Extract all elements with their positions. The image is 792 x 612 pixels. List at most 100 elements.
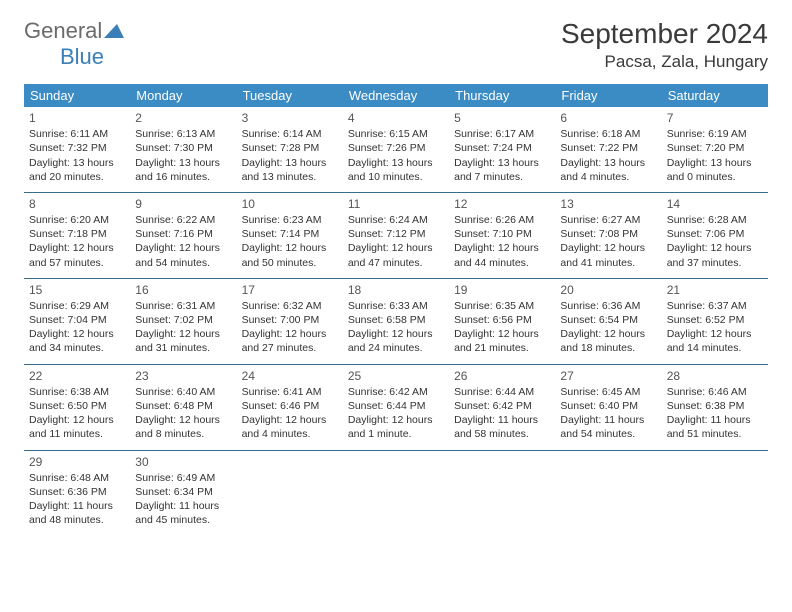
- calendar-body: 1Sunrise: 6:11 AMSunset: 7:32 PMDaylight…: [24, 107, 768, 535]
- sunrise-line: Sunrise: 6:37 AM: [667, 299, 763, 313]
- daylight-line: Daylight: 12 hours and 31 minutes.: [135, 327, 231, 355]
- calendar-row: 8Sunrise: 6:20 AMSunset: 7:18 PMDaylight…: [24, 192, 768, 278]
- day-number: 7: [667, 110, 763, 126]
- calendar-cell: 3Sunrise: 6:14 AMSunset: 7:28 PMDaylight…: [237, 107, 343, 192]
- sunrise-line: Sunrise: 6:46 AM: [667, 385, 763, 399]
- day-number: 24: [242, 368, 338, 384]
- daylight-line: Daylight: 11 hours and 58 minutes.: [454, 413, 550, 441]
- logo-triangle-icon: [104, 22, 124, 43]
- day-number: 22: [29, 368, 125, 384]
- daylight-line: Daylight: 12 hours and 44 minutes.: [454, 241, 550, 269]
- day-number: 26: [454, 368, 550, 384]
- calendar-header: SundayMondayTuesdayWednesdayThursdayFrid…: [24, 84, 768, 107]
- calendar-cell: 22Sunrise: 6:38 AMSunset: 6:50 PMDayligh…: [24, 364, 130, 450]
- sunrise-line: Sunrise: 6:15 AM: [348, 127, 444, 141]
- day-number: 14: [667, 196, 763, 212]
- day-number: 3: [242, 110, 338, 126]
- calendar-cell: [449, 450, 555, 535]
- sunrise-line: Sunrise: 6:26 AM: [454, 213, 550, 227]
- daylight-line: Daylight: 13 hours and 16 minutes.: [135, 156, 231, 184]
- daylight-line: Daylight: 12 hours and 54 minutes.: [135, 241, 231, 269]
- calendar-cell: 7Sunrise: 6:19 AMSunset: 7:20 PMDaylight…: [662, 107, 768, 192]
- sunrise-line: Sunrise: 6:45 AM: [560, 385, 656, 399]
- day-number: 9: [135, 196, 231, 212]
- calendar-cell: 2Sunrise: 6:13 AMSunset: 7:30 PMDaylight…: [130, 107, 236, 192]
- weekday-header: Thursday: [449, 84, 555, 107]
- day-number: 21: [667, 282, 763, 298]
- logo-sub: Blue: [60, 44, 104, 69]
- weekday-header: Wednesday: [343, 84, 449, 107]
- sunrise-line: Sunrise: 6:18 AM: [560, 127, 656, 141]
- calendar-cell: 26Sunrise: 6:44 AMSunset: 6:42 PMDayligh…: [449, 364, 555, 450]
- daylight-line: Daylight: 12 hours and 41 minutes.: [560, 241, 656, 269]
- day-number: 18: [348, 282, 444, 298]
- daylight-line: Daylight: 12 hours and 27 minutes.: [242, 327, 338, 355]
- daylight-line: Daylight: 12 hours and 11 minutes.: [29, 413, 125, 441]
- sunset-line: Sunset: 6:52 PM: [667, 313, 763, 327]
- calendar-cell: 27Sunrise: 6:45 AMSunset: 6:40 PMDayligh…: [555, 364, 661, 450]
- sunrise-line: Sunrise: 6:13 AM: [135, 127, 231, 141]
- calendar-row: 15Sunrise: 6:29 AMSunset: 7:04 PMDayligh…: [24, 278, 768, 364]
- sunset-line: Sunset: 7:32 PM: [29, 141, 125, 155]
- location: Pacsa, Zala, Hungary: [561, 52, 768, 72]
- sunset-line: Sunset: 7:30 PM: [135, 141, 231, 155]
- sunrise-line: Sunrise: 6:14 AM: [242, 127, 338, 141]
- sunset-line: Sunset: 6:48 PM: [135, 399, 231, 413]
- sunset-line: Sunset: 7:24 PM: [454, 141, 550, 155]
- calendar-cell: 19Sunrise: 6:35 AMSunset: 6:56 PMDayligh…: [449, 278, 555, 364]
- daylight-line: Daylight: 13 hours and 13 minutes.: [242, 156, 338, 184]
- calendar-cell: 12Sunrise: 6:26 AMSunset: 7:10 PMDayligh…: [449, 192, 555, 278]
- calendar-cell: 5Sunrise: 6:17 AMSunset: 7:24 PMDaylight…: [449, 107, 555, 192]
- day-number: 4: [348, 110, 444, 126]
- daylight-line: Daylight: 12 hours and 47 minutes.: [348, 241, 444, 269]
- calendar-cell: 25Sunrise: 6:42 AMSunset: 6:44 PMDayligh…: [343, 364, 449, 450]
- calendar-cell: 1Sunrise: 6:11 AMSunset: 7:32 PMDaylight…: [24, 107, 130, 192]
- calendar-cell: 13Sunrise: 6:27 AMSunset: 7:08 PMDayligh…: [555, 192, 661, 278]
- sunrise-line: Sunrise: 6:20 AM: [29, 213, 125, 227]
- sunset-line: Sunset: 7:18 PM: [29, 227, 125, 241]
- month-title: September 2024: [561, 18, 768, 50]
- daylight-line: Daylight: 13 hours and 10 minutes.: [348, 156, 444, 184]
- day-number: 27: [560, 368, 656, 384]
- title-block: September 2024 Pacsa, Zala, Hungary: [561, 18, 768, 72]
- sunrise-line: Sunrise: 6:22 AM: [135, 213, 231, 227]
- daylight-line: Daylight: 12 hours and 1 minute.: [348, 413, 444, 441]
- sunset-line: Sunset: 7:08 PM: [560, 227, 656, 241]
- daylight-line: Daylight: 12 hours and 57 minutes.: [29, 241, 125, 269]
- day-number: 6: [560, 110, 656, 126]
- calendar-cell: 18Sunrise: 6:33 AMSunset: 6:58 PMDayligh…: [343, 278, 449, 364]
- day-number: 2: [135, 110, 231, 126]
- calendar-row: 1Sunrise: 6:11 AMSunset: 7:32 PMDaylight…: [24, 107, 768, 192]
- day-number: 30: [135, 454, 231, 470]
- sunset-line: Sunset: 7:14 PM: [242, 227, 338, 241]
- calendar-cell: 28Sunrise: 6:46 AMSunset: 6:38 PMDayligh…: [662, 364, 768, 450]
- sunrise-line: Sunrise: 6:27 AM: [560, 213, 656, 227]
- calendar-row: 22Sunrise: 6:38 AMSunset: 6:50 PMDayligh…: [24, 364, 768, 450]
- logo-main: General: [24, 18, 102, 43]
- daylight-line: Daylight: 13 hours and 4 minutes.: [560, 156, 656, 184]
- header: General Blue September 2024 Pacsa, Zala,…: [24, 18, 768, 72]
- sunset-line: Sunset: 7:20 PM: [667, 141, 763, 155]
- calendar-cell: [343, 450, 449, 535]
- sunset-line: Sunset: 6:34 PM: [135, 485, 231, 499]
- sunset-line: Sunset: 7:10 PM: [454, 227, 550, 241]
- daylight-line: Daylight: 12 hours and 14 minutes.: [667, 327, 763, 355]
- sunrise-line: Sunrise: 6:48 AM: [29, 471, 125, 485]
- calendar-cell: 15Sunrise: 6:29 AMSunset: 7:04 PMDayligh…: [24, 278, 130, 364]
- calendar-cell: 29Sunrise: 6:48 AMSunset: 6:36 PMDayligh…: [24, 450, 130, 535]
- sunset-line: Sunset: 7:00 PM: [242, 313, 338, 327]
- day-number: 19: [454, 282, 550, 298]
- calendar-cell: 21Sunrise: 6:37 AMSunset: 6:52 PMDayligh…: [662, 278, 768, 364]
- weekday-header: Friday: [555, 84, 661, 107]
- calendar-cell: 10Sunrise: 6:23 AMSunset: 7:14 PMDayligh…: [237, 192, 343, 278]
- day-number: 1: [29, 110, 125, 126]
- sunrise-line: Sunrise: 6:32 AM: [242, 299, 338, 313]
- sunrise-line: Sunrise: 6:19 AM: [667, 127, 763, 141]
- sunset-line: Sunset: 6:42 PM: [454, 399, 550, 413]
- calendar-cell: 8Sunrise: 6:20 AMSunset: 7:18 PMDaylight…: [24, 192, 130, 278]
- calendar-cell: 30Sunrise: 6:49 AMSunset: 6:34 PMDayligh…: [130, 450, 236, 535]
- sunrise-line: Sunrise: 6:41 AM: [242, 385, 338, 399]
- day-number: 11: [348, 196, 444, 212]
- calendar-cell: 16Sunrise: 6:31 AMSunset: 7:02 PMDayligh…: [130, 278, 236, 364]
- sunset-line: Sunset: 6:44 PM: [348, 399, 444, 413]
